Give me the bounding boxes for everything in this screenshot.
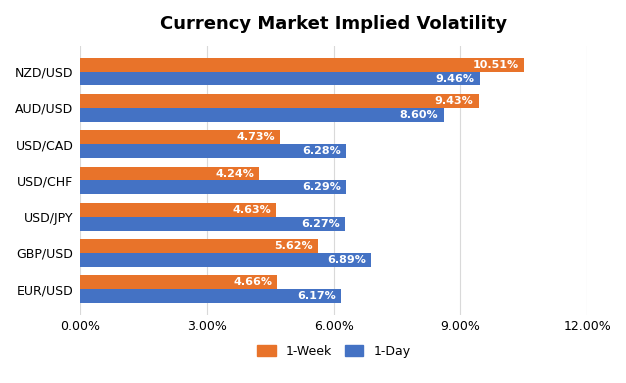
Text: 10.51%: 10.51% [473,60,519,70]
Text: 5.62%: 5.62% [274,241,312,251]
Bar [81,217,345,231]
Text: 6.17%: 6.17% [297,291,336,301]
Text: 6.89%: 6.89% [327,255,366,265]
Bar [81,108,444,122]
Bar [81,253,371,267]
Text: 4.66%: 4.66% [233,277,272,287]
Text: 4.73%: 4.73% [237,132,275,142]
Bar [81,144,346,158]
Bar [81,275,277,289]
Bar [81,180,346,194]
Text: 4.63%: 4.63% [232,205,271,215]
Bar [81,72,480,85]
Title: Currency Market Implied Volatility: Currency Market Implied Volatility [160,15,507,33]
Text: 4.24%: 4.24% [215,169,254,178]
Text: 6.27%: 6.27% [301,219,340,229]
Text: 6.29%: 6.29% [302,182,341,192]
Bar [81,58,524,72]
Bar [81,239,318,253]
Text: 8.60%: 8.60% [400,110,438,120]
Bar [81,131,280,144]
Text: 9.43%: 9.43% [435,96,473,106]
Text: 6.28%: 6.28% [302,146,341,156]
Bar [81,167,259,180]
Text: 9.46%: 9.46% [436,74,475,83]
Bar [81,94,479,108]
Bar [81,203,276,217]
Legend: 1-Week, 1-Day: 1-Week, 1-Day [252,340,416,363]
Bar [81,289,341,303]
